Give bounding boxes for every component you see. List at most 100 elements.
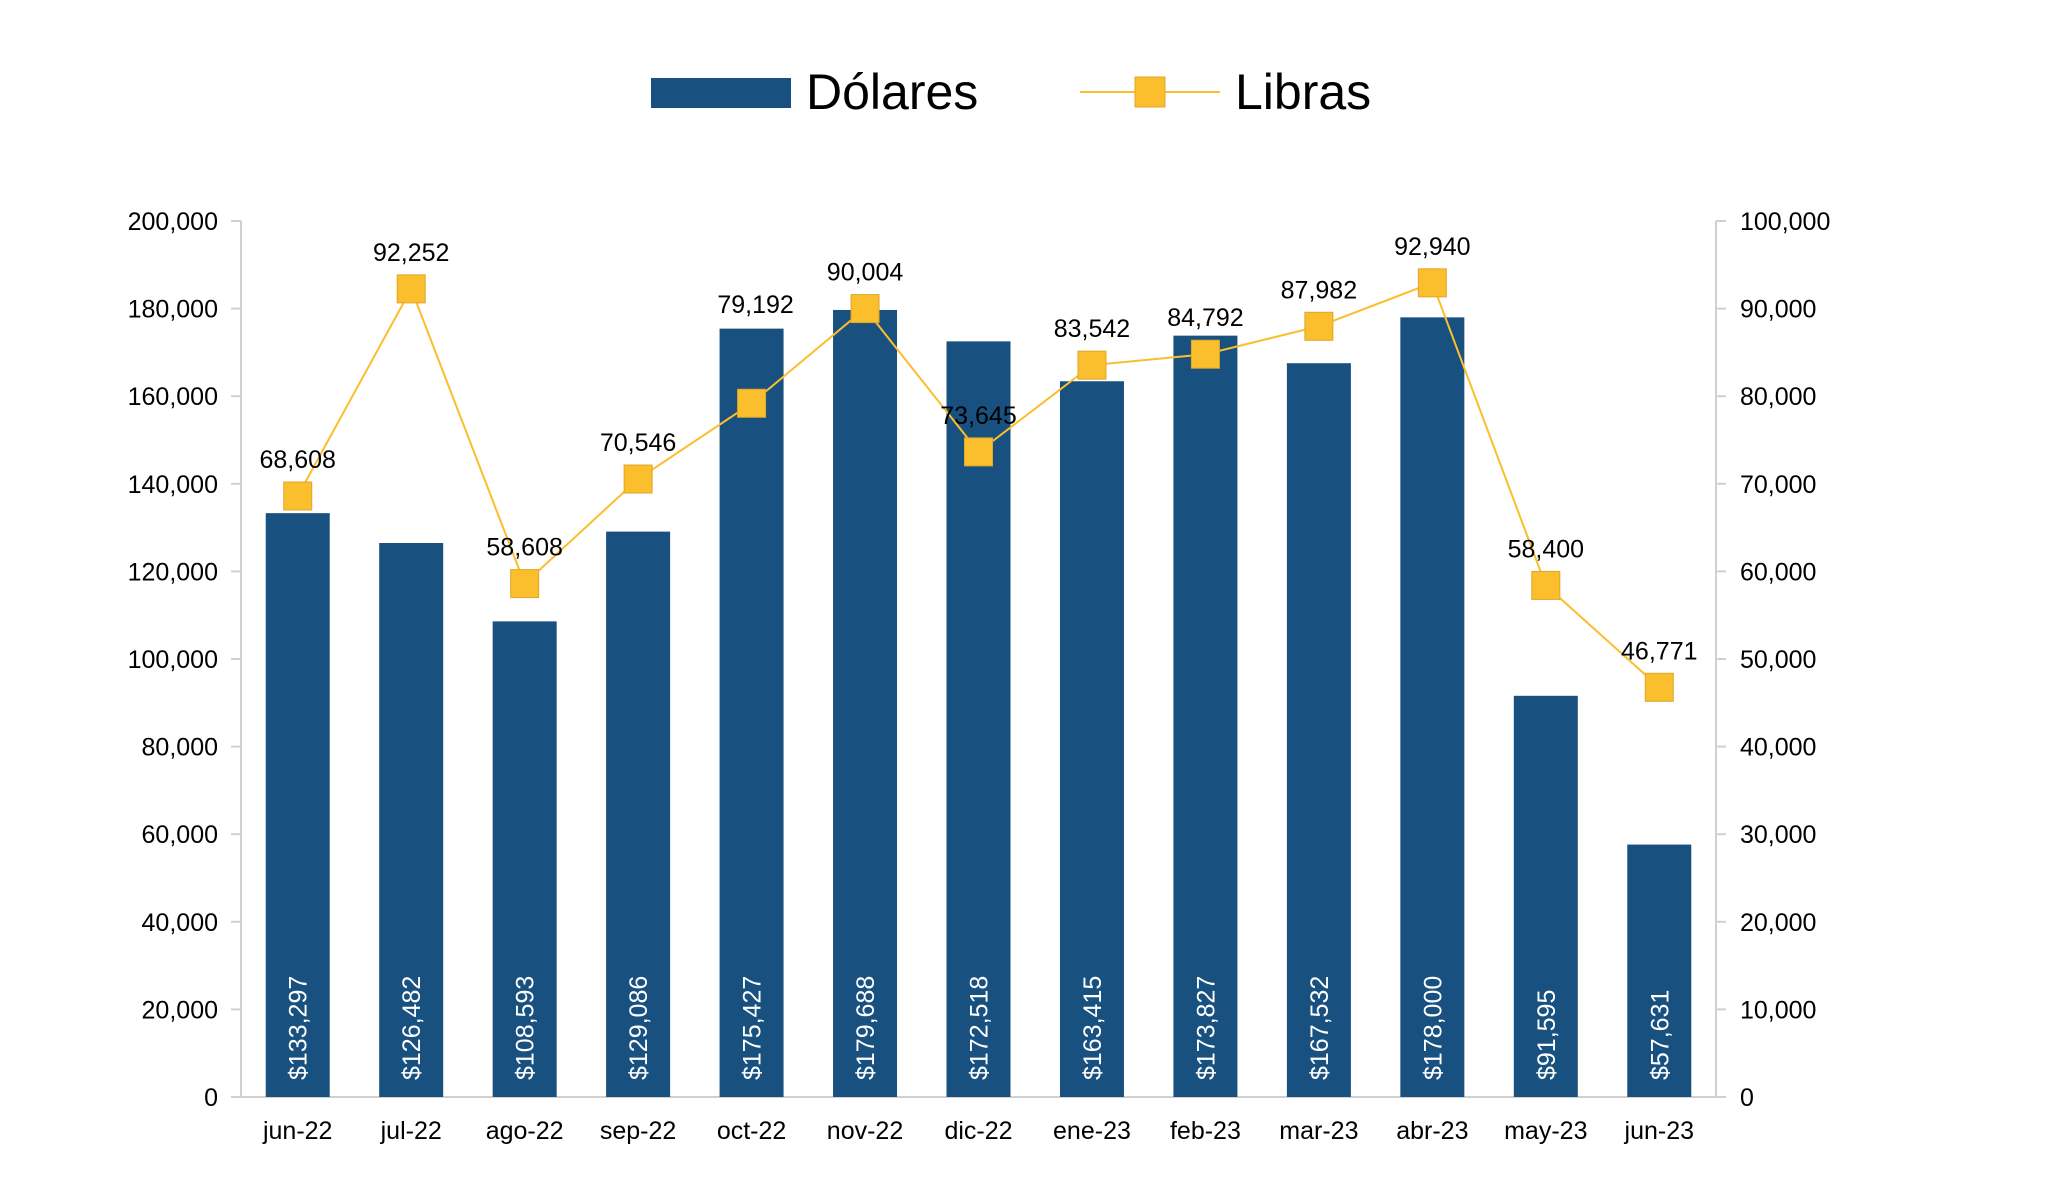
bar-value-label: $178,000 xyxy=(1419,976,1447,1080)
line-marker-libras xyxy=(1417,268,1447,298)
left-tick-label: 20,000 xyxy=(142,996,218,1024)
bar-value-label: $91,595 xyxy=(1533,990,1561,1080)
line-value-label: 84,792 xyxy=(1167,304,1243,332)
left-tick-label: 60,000 xyxy=(142,821,218,849)
legend: Dólares Libras xyxy=(651,64,1371,120)
line-value-label: 92,252 xyxy=(373,239,449,267)
legend-label-dolares: Dólares xyxy=(806,64,978,120)
left-tick-label: 180,000 xyxy=(128,296,218,324)
bar-value-label: $173,827 xyxy=(1192,976,1220,1080)
left-tick-label: 140,000 xyxy=(128,471,218,499)
right-tick-label: 100,000 xyxy=(1740,208,1830,236)
line-marker-libras xyxy=(1644,672,1674,702)
left-tick-label: 100,000 xyxy=(128,646,218,674)
line-marker-libras xyxy=(964,437,993,467)
line-marker-libras xyxy=(510,569,540,599)
line-marker-libras xyxy=(737,388,767,418)
bar-dolares xyxy=(1286,363,1351,1097)
left-tick-labels: 0 20,000 40,000 60,000 80,000 100,000 120,000 1… xyxy=(128,208,241,1112)
bars-dolares xyxy=(265,309,1692,1098)
left-tick-label: 120,000 xyxy=(128,558,218,586)
bar-dolares xyxy=(492,621,557,1097)
category-label: ago-22 xyxy=(486,1117,564,1145)
bar-value-label: $57,631 xyxy=(1646,990,1674,1080)
category-label: dic-22 xyxy=(944,1117,1012,1145)
left-tick-label: 80,000 xyxy=(142,734,218,762)
left-tick-label: 40,000 xyxy=(142,909,218,937)
line-value-label: 58,400 xyxy=(1508,535,1584,563)
category-label: jul-22 xyxy=(380,1117,442,1145)
category-labels: jun-22 jul-22 ago-22 sep-22 oct-22 nov-22 dic-… xyxy=(262,1117,1694,1145)
left-tick-label: 200,000 xyxy=(128,208,218,236)
category-label: ene-23 xyxy=(1053,1117,1131,1145)
right-tick-label: 20,000 xyxy=(1740,909,1816,937)
bar-value-label: $175,427 xyxy=(739,976,767,1080)
bar-dolares xyxy=(1627,844,1692,1097)
category-label: jun-22 xyxy=(262,1117,333,1145)
line-marker-libras xyxy=(283,481,313,511)
category-label: abr-23 xyxy=(1396,1117,1468,1145)
bar-dolares xyxy=(1059,381,1124,1097)
bar-dolares xyxy=(833,309,898,1097)
line-libras xyxy=(283,268,1674,702)
legend-swatch-dolares xyxy=(651,78,791,108)
bar-value-label: $126,482 xyxy=(398,976,426,1080)
line-marker-libras xyxy=(396,274,426,304)
right-tick-label: 30,000 xyxy=(1740,821,1816,849)
bar-dolares xyxy=(265,513,330,1097)
category-label: oct-22 xyxy=(717,1117,786,1145)
right-tick-labels: 0 10,000 20,000 30,000 40,000 50,000 60,000 70,… xyxy=(1716,208,1830,1112)
line-marker-libras xyxy=(623,464,653,494)
bar-value-label: $179,688 xyxy=(852,976,880,1080)
line-value-label: 83,542 xyxy=(1054,315,1130,343)
line-marker-libras xyxy=(1304,311,1334,341)
category-label: nov-22 xyxy=(827,1117,903,1145)
right-tick-label: 0 xyxy=(1740,1084,1754,1112)
bar-value-label: $133,297 xyxy=(285,976,313,1080)
bar-dolares xyxy=(1173,335,1238,1098)
bar-value-label: $167,532 xyxy=(1306,976,1334,1080)
line-labels-libras: 68,608 92,252 58,608 70,546 79,192 90,004 73,6… xyxy=(259,233,1697,665)
category-label: mar-23 xyxy=(1279,1117,1358,1145)
bar-dolares xyxy=(606,531,671,1097)
bar-value-label: $163,415 xyxy=(1079,976,1107,1080)
right-tick-label: 60,000 xyxy=(1740,558,1816,586)
line-value-label: 73,645 xyxy=(940,402,1016,430)
category-label: may-23 xyxy=(1504,1117,1587,1145)
bar-dolares xyxy=(1513,695,1578,1097)
right-tick-label: 90,000 xyxy=(1740,296,1816,324)
bar-value-label: $108,593 xyxy=(512,976,540,1080)
legend-label-libras: Libras xyxy=(1235,64,1371,120)
left-tick-label: 160,000 xyxy=(128,383,218,411)
bar-dolares xyxy=(379,543,444,1097)
category-label: jun-23 xyxy=(1624,1117,1695,1145)
bar-dolares xyxy=(719,328,784,1097)
bar-dolares xyxy=(946,341,1011,1097)
category-label: sep-22 xyxy=(600,1117,676,1145)
right-tick-label: 50,000 xyxy=(1740,646,1816,674)
line-value-label: 46,771 xyxy=(1621,637,1697,665)
line-value-label: 70,546 xyxy=(600,429,676,457)
line-marker-libras xyxy=(1077,350,1107,380)
bar-value-label: $172,518 xyxy=(966,976,994,1080)
line-value-label: 90,004 xyxy=(827,259,904,287)
bar-dolares xyxy=(1400,317,1465,1097)
right-tick-label: 80,000 xyxy=(1740,383,1816,411)
line-value-label: 92,940 xyxy=(1394,233,1470,261)
line-value-label: 87,982 xyxy=(1281,276,1357,304)
right-tick-label: 10,000 xyxy=(1740,996,1816,1024)
line-value-label: 58,608 xyxy=(486,534,562,562)
line-marker-libras xyxy=(850,294,880,324)
bar-labels-dolares: $133,297 $126,482 $108,593 $129,086 $175,427… xyxy=(285,976,1675,1080)
line-value-label: 68,608 xyxy=(259,446,335,474)
line-marker-libras xyxy=(1190,339,1220,369)
bar-value-label: $129,086 xyxy=(625,976,653,1080)
line-value-label: 79,192 xyxy=(717,291,793,319)
legend-marker-libras xyxy=(1134,76,1166,108)
right-tick-label: 40,000 xyxy=(1740,734,1816,762)
line-marker-libras xyxy=(1531,570,1561,600)
left-tick-label: 0 xyxy=(204,1084,218,1112)
category-label: feb-23 xyxy=(1170,1117,1241,1145)
right-tick-label: 70,000 xyxy=(1740,471,1816,499)
